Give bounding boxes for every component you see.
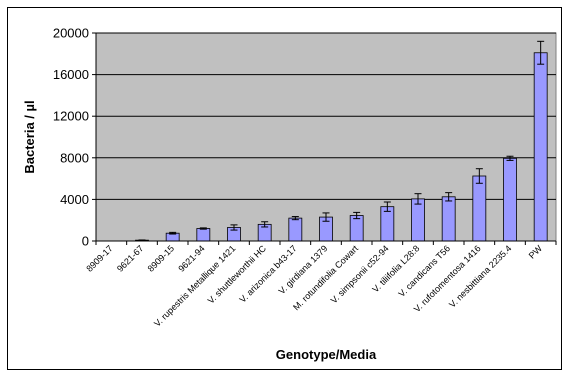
bar (411, 198, 425, 242)
y-axis-title: Bacteria / µl (22, 100, 37, 173)
y-tick-label: 16000 (53, 67, 89, 82)
bars (135, 52, 548, 242)
y-tick-label: 4000 (60, 192, 89, 207)
x-axis-title: Genotype/Media (276, 347, 377, 362)
y-tick-labels: 0 4000 8000 12000 16000 20000 (53, 26, 89, 249)
bar (533, 52, 548, 242)
y-tick-label: 12000 (53, 109, 89, 124)
error-bars (138, 40, 545, 241)
y-tick-label: 0 (82, 234, 89, 249)
bar (472, 175, 487, 242)
bar (349, 215, 364, 242)
axes (92, 32, 557, 245)
bar (196, 228, 211, 242)
bar (441, 196, 456, 242)
plot-area (95, 32, 557, 242)
bar (288, 217, 303, 242)
y-tick-label: 20000 (53, 26, 89, 41)
bar (503, 157, 517, 242)
y-tick-label: 8000 (60, 150, 89, 165)
